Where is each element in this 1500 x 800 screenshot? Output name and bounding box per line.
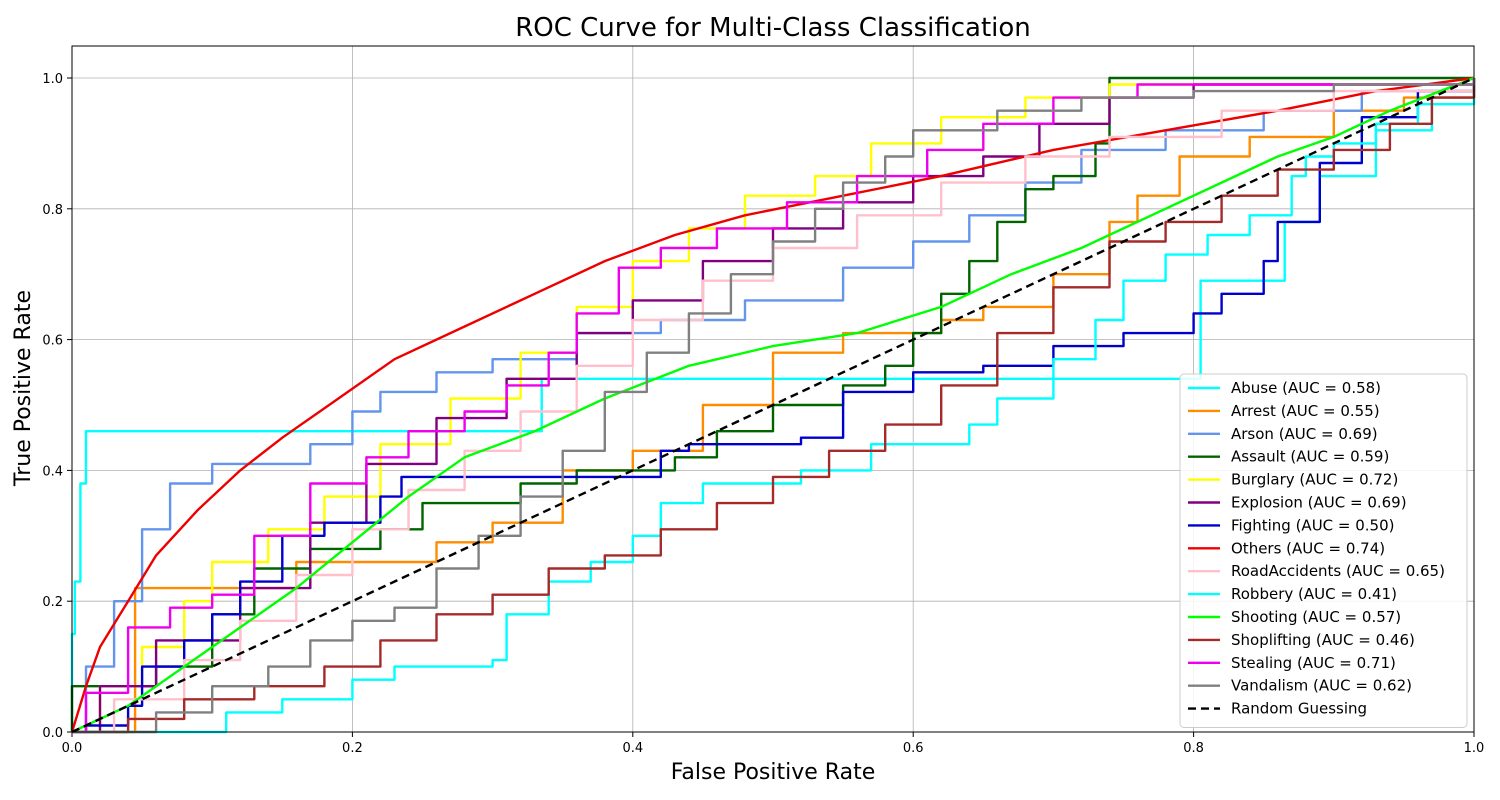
- x-tick-label: 0.4: [622, 741, 643, 756]
- series-line-robbery: [72, 78, 1476, 734]
- legend-label: Arrest (AUC = 0.55): [1231, 402, 1380, 420]
- chart-title: ROC Curve for Multi-Class Classification: [515, 13, 1031, 43]
- series-line-fighting: [72, 78, 1476, 734]
- legend-label: Vandalism (AUC = 0.62): [1231, 677, 1412, 695]
- legend: Abuse (AUC = 0.58) Arrest (AUC = 0.55) Ars…: [1179, 373, 1468, 728]
- y-tick-label: 0.4: [42, 464, 63, 479]
- x-axis-label: False Positive Rate: [671, 760, 875, 785]
- y-tick-label: 0.8: [42, 203, 63, 218]
- series-line-vandalism: [72, 78, 1476, 734]
- axis-ticks: 0.0 0.2 0.4 0.6 0.8 1.0 0.0 0.2 0.4 0.6 0.8 1.0: [42, 72, 1484, 756]
- x-tick-label: 0.0: [62, 741, 83, 756]
- legend-label: Others (AUC = 0.74): [1231, 539, 1385, 557]
- legend-label: Random Guessing: [1231, 700, 1367, 718]
- x-tick-label: 0.6: [903, 741, 924, 756]
- series-line-arrest: [72, 78, 1476, 734]
- legend-label: RoadAccidents (AUC = 0.65): [1231, 562, 1445, 580]
- series-line-shooting: [71, 76, 1475, 734]
- series-line-shoplifting: [72, 78, 1476, 734]
- legend-box: [1179, 373, 1468, 728]
- x-tick-label: 1.0: [1464, 741, 1485, 756]
- legend-label: Assault (AUC = 0.59): [1231, 448, 1389, 466]
- series-lines: [70, 76, 1476, 734]
- series-line-abuse: [70, 78, 1476, 732]
- y-tick-label: 1.0: [42, 72, 63, 87]
- legend-label: Arson (AUC = 0.69): [1231, 425, 1378, 443]
- legend-label: Fighting (AUC = 0.50): [1231, 516, 1395, 534]
- legend-label: Shooting (AUC = 0.57): [1231, 608, 1401, 626]
- y-axis-label: True Positive Rate: [11, 290, 36, 487]
- legend-label: Robbery (AUC = 0.41): [1231, 585, 1397, 603]
- x-tick-label: 0.2: [342, 741, 363, 756]
- plot-frame: [71, 45, 1475, 733]
- series-line-random-guessing: [71, 76, 1475, 734]
- series-line-stealing: [72, 78, 1476, 734]
- legend-label: Abuse (AUC = 0.58): [1231, 379, 1381, 397]
- legend-label: Burglary (AUC = 0.72): [1231, 471, 1398, 489]
- legend-label: Explosion (AUC = 0.69): [1231, 494, 1407, 512]
- x-tick-label: 0.8: [1183, 741, 1204, 756]
- legend-label: Shoplifting (AUC = 0.46): [1231, 631, 1415, 649]
- series-line-roadaccidents: [72, 78, 1476, 734]
- legend-label: Stealing (AUC = 0.71): [1231, 654, 1396, 672]
- y-tick-label: 0.2: [42, 595, 63, 610]
- y-tick-label: 0.6: [42, 334, 63, 349]
- y-tick-label: 0.0: [42, 726, 63, 741]
